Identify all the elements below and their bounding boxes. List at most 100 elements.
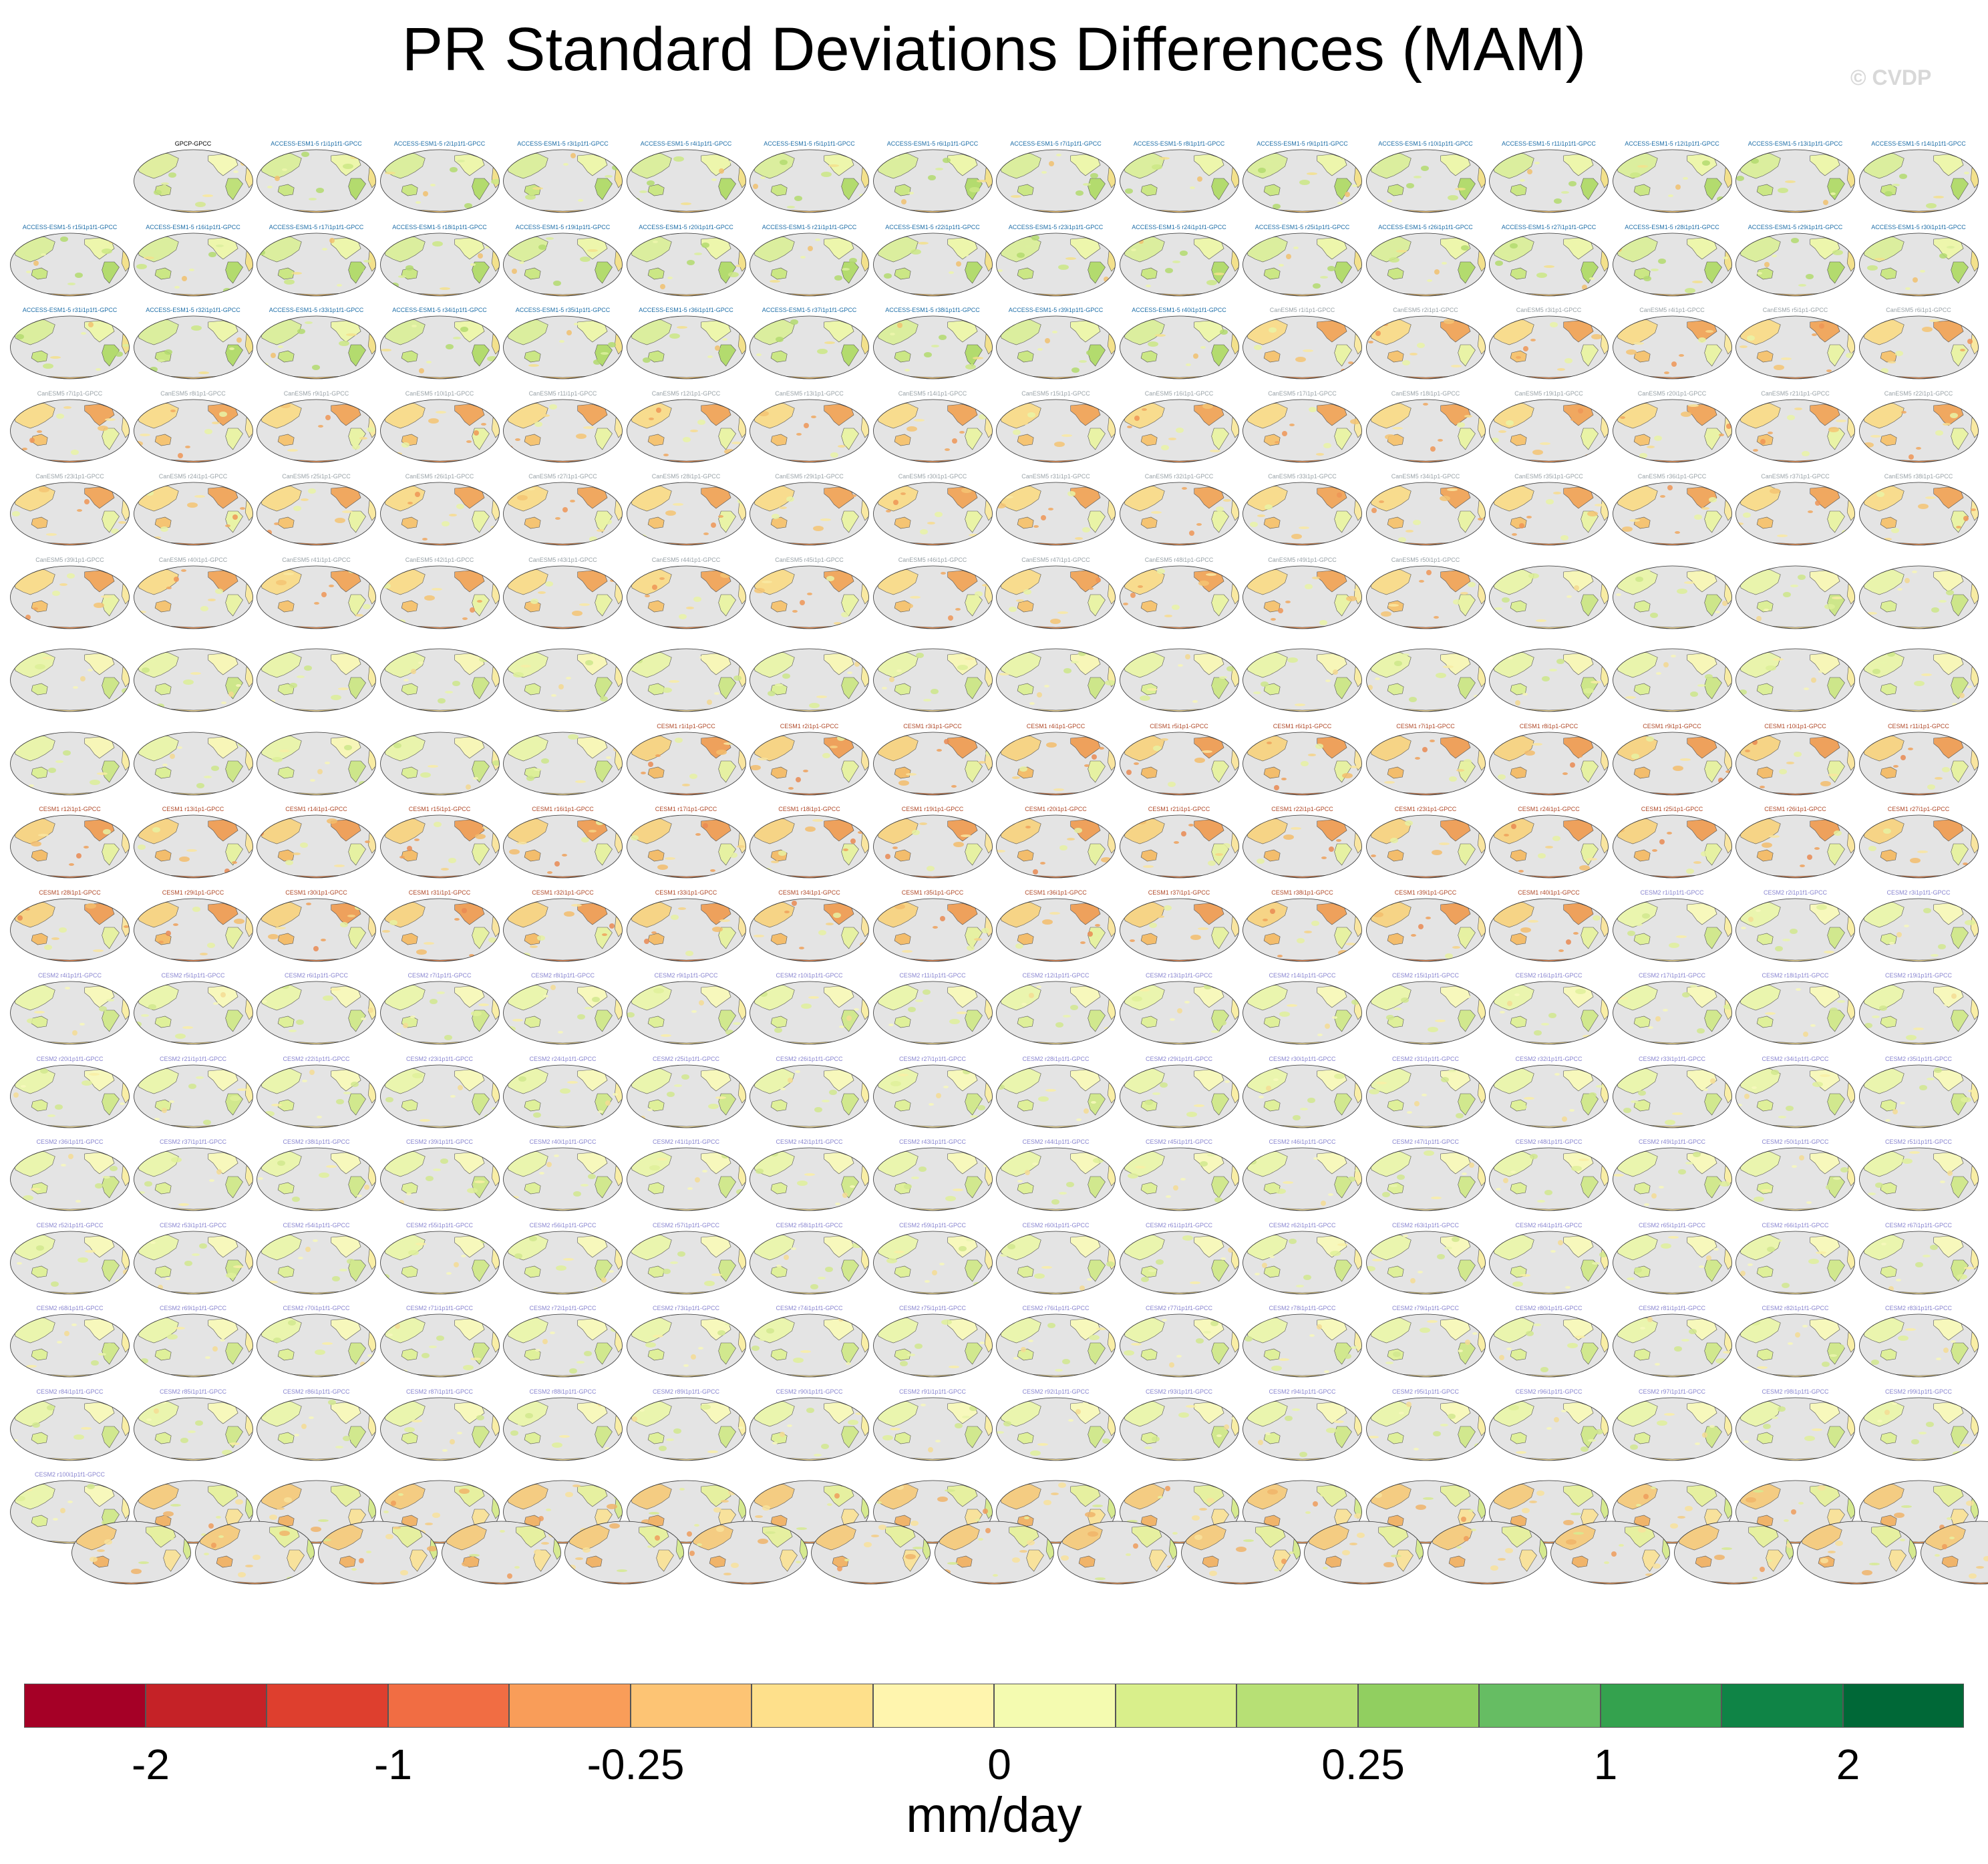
field-shading: [1673, 1346, 1682, 1352]
map-panel: CanESM5 r3i1p1-GPCC: [1487, 307, 1611, 381]
field-shading: [160, 182, 169, 185]
field-shading: [996, 850, 1005, 852]
field-shading: [822, 1099, 830, 1102]
world-map: [626, 1064, 746, 1128]
land-mass: [277, 1515, 295, 1527]
field-shading: [169, 753, 175, 759]
field-shading: [333, 407, 338, 410]
field-shading: [267, 186, 273, 188]
field-shading: [667, 276, 673, 279]
field-shading: [1405, 1401, 1412, 1407]
world-map: [257, 149, 376, 213]
field-shading: [602, 933, 607, 936]
land-mass: [647, 1348, 665, 1361]
land-mass: [595, 1342, 613, 1365]
land-mass: [1210, 927, 1229, 949]
field-shading: [1697, 337, 1706, 343]
panel-title: ACCESS-ESM1-5 r14i1p1f1-GPCC: [1871, 140, 1966, 147]
land-mass: [717, 843, 736, 866]
field-shading: [766, 1328, 774, 1334]
map-border: [626, 315, 746, 379]
world-map: [133, 1231, 253, 1294]
field-shading: [1798, 574, 1806, 580]
land-mass: [700, 486, 731, 509]
field-shading: [1845, 700, 1853, 702]
field-shading: [1333, 325, 1339, 328]
map-panel: CESM1 r25i1p1-GPCC: [1611, 806, 1734, 880]
map-panel: ACCESS-ESM1-5 r33i1p1f1-GPCC: [255, 307, 378, 381]
field-shading: [1151, 1436, 1160, 1442]
field-shading: [875, 573, 884, 579]
field-shading: [1189, 1281, 1200, 1284]
field-shading: [661, 687, 672, 693]
land-mass: [841, 1342, 859, 1365]
field-shading: [1840, 1167, 1848, 1173]
panel-title: CESM2 r12i1p1f1-GPCC: [1022, 972, 1090, 979]
panel-title: CESM2 r36i1p1f1-GPCC: [36, 1138, 104, 1145]
field-shading: [827, 1503, 832, 1506]
field-shading: [758, 757, 768, 760]
field-shading: [1864, 154, 1870, 157]
field-shading: [442, 1448, 448, 1452]
field-shading: [359, 436, 367, 440]
land-mass: [1317, 237, 1347, 259]
field-shading: [680, 202, 691, 205]
world-map: [1242, 232, 1362, 296]
field-shading: [1304, 930, 1312, 933]
world-map: [1365, 1231, 1486, 1294]
field-shading: [332, 1275, 340, 1281]
field-shading: [176, 746, 182, 749]
land-mass: [454, 404, 484, 426]
field-shading: [631, 198, 640, 203]
field-shading: [1395, 249, 1407, 253]
field-shading: [1292, 1408, 1300, 1411]
field-shading: [1228, 903, 1234, 906]
world-map: [1242, 898, 1362, 961]
panel-title: CESM2 r18i1p1f1-GPCC: [1762, 972, 1829, 979]
land-mass: [1581, 1009, 1599, 1032]
field-shading: [1410, 933, 1416, 937]
land-mass: [1140, 1016, 1158, 1028]
field-shading: [1754, 1197, 1764, 1202]
field-shading: [563, 163, 568, 166]
field-shading: [504, 569, 509, 575]
world-map: [503, 814, 623, 879]
land-mass: [1088, 1426, 1106, 1448]
field-shading: [288, 1320, 296, 1326]
field-shading: [917, 241, 929, 245]
land-mass: [770, 933, 788, 945]
field-shading: [329, 584, 334, 587]
field-shading: [936, 748, 942, 752]
world-map: [750, 315, 869, 379]
map-border: [626, 1313, 746, 1378]
land-mass: [700, 819, 731, 842]
field-shading: [1150, 511, 1162, 514]
land-mass: [154, 1348, 172, 1361]
land-mass: [454, 237, 484, 259]
field-shading: [550, 1332, 555, 1334]
panel-title: ACCESS-ESM1-5 r21i1p1f1-GPCC: [762, 223, 857, 230]
field-shading: [1140, 1276, 1149, 1282]
field-shading: [634, 658, 643, 663]
map-border: [257, 315, 376, 379]
field-shading: [1045, 1088, 1056, 1092]
field-shading: [1783, 591, 1791, 597]
field-shading: [225, 1272, 236, 1278]
map-border: [750, 648, 869, 712]
land-mass: [1070, 819, 1101, 842]
field-shading: [1368, 1088, 1379, 1094]
field-shading: [1384, 434, 1395, 440]
land-mass: [1440, 985, 1470, 1008]
field-shading: [518, 1076, 526, 1082]
land-mass: [1387, 683, 1404, 695]
field-shading: [1786, 761, 1794, 764]
field-shading: [504, 278, 510, 281]
field-shading: [1591, 334, 1602, 339]
field-shading: [1913, 681, 1925, 686]
world-map: [750, 482, 869, 546]
field-shading: [1129, 939, 1135, 942]
field-shading: [651, 584, 657, 590]
field-shading: [1392, 1352, 1401, 1357]
panel-title: [748, 1471, 871, 1479]
field-shading: [833, 912, 841, 918]
